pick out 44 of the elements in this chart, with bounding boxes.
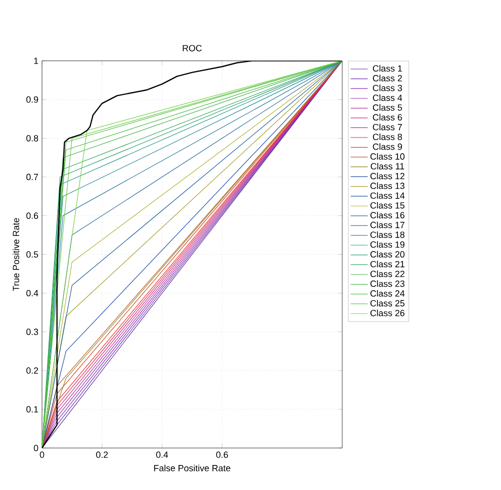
legend-label: Class 14 [370, 192, 405, 199]
legend-label: Class 3 [372, 84, 402, 92]
legend-label: Class 16 [370, 212, 404, 218]
legend-label: Class 11 [370, 162, 404, 170]
y-tick-label: 0.6 [26, 212, 38, 219]
y-tick-label: 0.5 [26, 251, 38, 258]
legend-label: Class 8 [372, 134, 402, 140]
legend-label: Class 17 [370, 222, 404, 228]
chart-title: ROC [182, 44, 202, 52]
legend-label: Class 21 [370, 260, 404, 268]
x-axis-title: False Positive Rate [154, 464, 230, 472]
y-tick-label: 1 [34, 58, 38, 64]
legend-label: Class 13 [370, 182, 404, 190]
legend-label: Class 15 [370, 202, 404, 209]
legend-label: Class 4 [372, 94, 402, 101]
y-tick-label: 0 [34, 444, 38, 452]
y-tick-label: 0.3 [26, 328, 38, 336]
x-tick-label: 0 [40, 452, 44, 458]
legend-label: Class 18 [370, 231, 404, 238]
legend-label: Class 20 [370, 250, 404, 258]
y-tick-label: 0.1 [26, 406, 38, 412]
y-tick-label: 0.8 [26, 135, 38, 142]
x-tick-label: 0.2 [96, 452, 108, 458]
legend-label: Class 6 [372, 114, 402, 121]
legend-label: Class 26 [370, 310, 404, 316]
legend-label: Class 7 [372, 124, 402, 130]
x-tick-label: 0.6 [216, 452, 228, 458]
legend-label: Class 24 [370, 290, 405, 297]
y-axis-title: True Positive Rate [12, 218, 20, 291]
legend-label: Class 5 [372, 104, 402, 111]
legend-label: Class 12 [370, 172, 404, 180]
y-tick-label: 0.9 [26, 96, 38, 103]
legend-label: Class 9 [372, 143, 402, 150]
legend-label: Class 1 [372, 65, 402, 72]
legend-label: Class 23 [370, 280, 404, 287]
legend-label: Class 22 [370, 270, 404, 278]
y-tick-label: 0.7 [26, 174, 38, 180]
legend-label: Class 19 [370, 241, 404, 248]
y-tick-label: 0.4 [26, 290, 38, 296]
x-tick-label: 0.4 [156, 452, 168, 458]
legend-label: Class 2 [372, 74, 402, 82]
legend-label: Class 25 [370, 300, 404, 306]
legend-label: Class 10 [370, 153, 404, 160]
y-tick-label: 0.2 [26, 367, 38, 374]
